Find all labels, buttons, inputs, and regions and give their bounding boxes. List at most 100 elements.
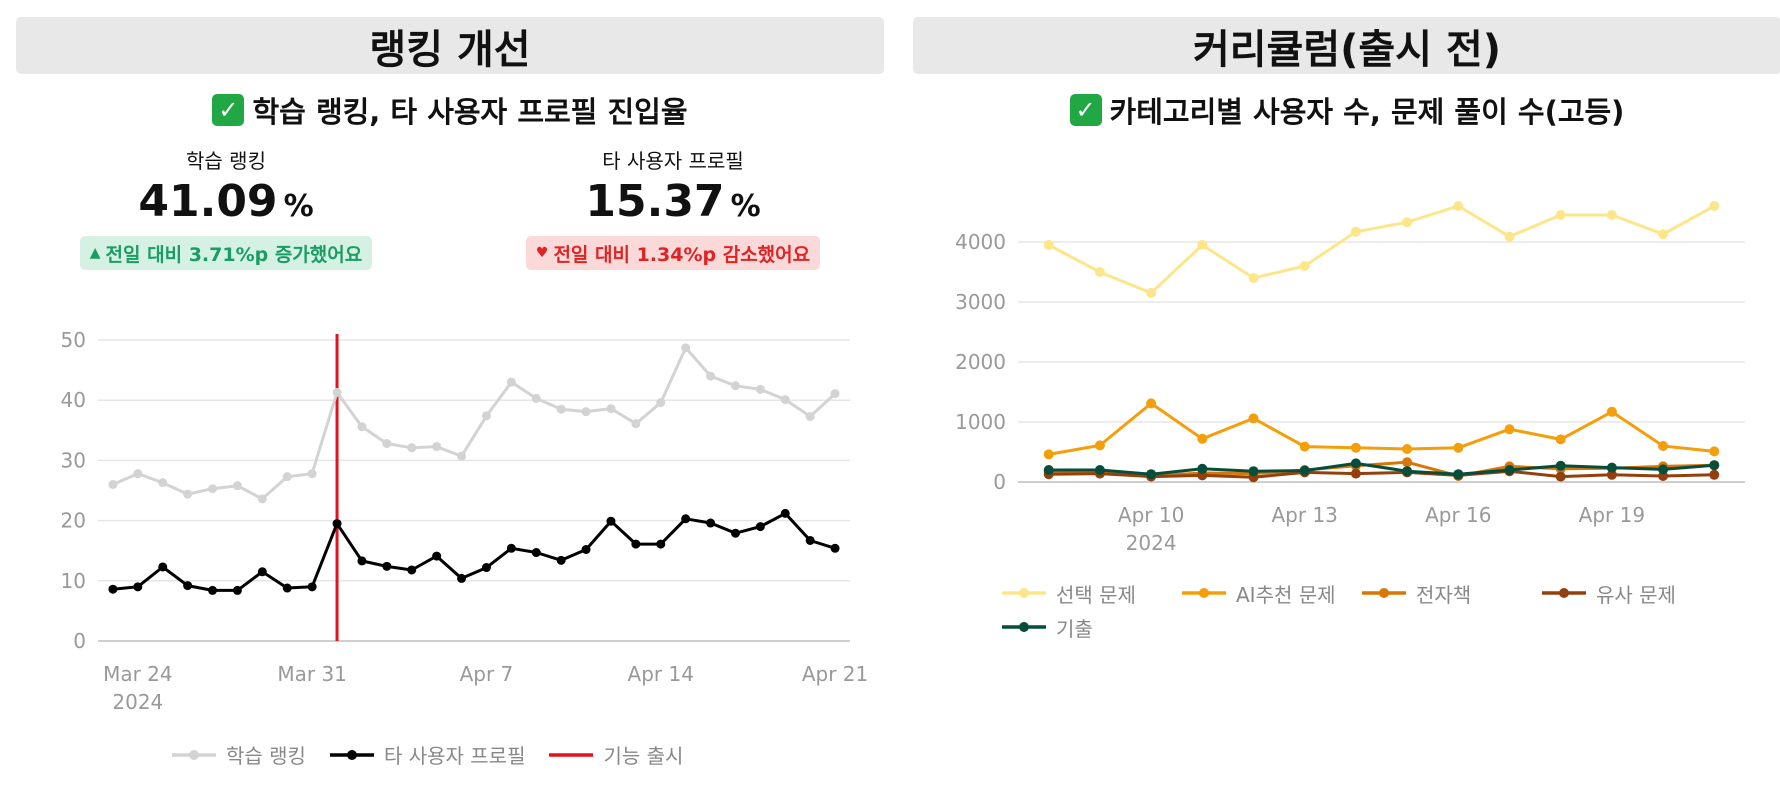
legend-item[interactable]: 기능 출시 xyxy=(547,740,683,769)
data-point xyxy=(1709,460,1720,471)
data-point xyxy=(1709,201,1720,211)
data-point xyxy=(158,478,168,488)
metric-unit: % xyxy=(283,189,314,224)
data-point xyxy=(108,479,118,489)
data-point xyxy=(506,377,516,387)
data-point xyxy=(656,398,666,408)
data-point xyxy=(357,422,367,432)
data-point xyxy=(232,481,242,491)
data-point xyxy=(706,371,716,381)
data-point xyxy=(357,556,367,566)
y-tick-label: 2000 xyxy=(955,350,1006,374)
legend-item[interactable]: 유사 문제 xyxy=(1540,576,1720,610)
legend-label: 유사 문제 xyxy=(1596,582,1676,607)
series-line xyxy=(112,511,836,592)
left-panel-header: 랭킹 개선 xyxy=(16,17,884,74)
data-point xyxy=(1248,413,1259,424)
data-point xyxy=(581,407,591,417)
data-point xyxy=(1197,433,1208,444)
legend-swatch xyxy=(172,749,216,760)
data-point xyxy=(1555,434,1566,445)
data-point xyxy=(1453,201,1464,211)
data-point xyxy=(208,484,218,494)
change-badge-down: ♥ 전일 대비 1.34%p 감소했어요 xyxy=(525,236,821,270)
y-tick-label: 40 xyxy=(61,388,86,412)
data-point xyxy=(830,389,840,399)
data-point xyxy=(183,489,193,499)
data-point xyxy=(1350,458,1361,469)
data-point xyxy=(1709,469,1720,480)
y-tick-label: 10 xyxy=(61,569,86,593)
y-tick-label: 1000 xyxy=(955,410,1006,434)
data-point xyxy=(1504,424,1515,435)
data-point xyxy=(1606,210,1617,220)
data-point xyxy=(133,582,143,592)
data-point xyxy=(1350,468,1361,479)
data-point xyxy=(506,543,516,553)
data-point xyxy=(1453,442,1464,453)
cloud-up-icon: ▲ xyxy=(89,245,101,261)
data-point xyxy=(531,393,541,403)
legend-label: 전자책 xyxy=(1416,582,1472,607)
data-point xyxy=(1094,267,1105,277)
check-icon: ✓ xyxy=(212,94,245,126)
x-tick-label: Apr 19 xyxy=(1579,503,1645,527)
data-point xyxy=(706,518,716,528)
data-point xyxy=(805,411,815,421)
data-point xyxy=(232,585,242,595)
data-point xyxy=(780,395,790,405)
data-point xyxy=(382,561,392,571)
metric-value-row: 15.37% xyxy=(503,174,843,230)
data-point xyxy=(1658,441,1669,451)
data-point xyxy=(755,384,765,394)
x-tick-label: Apr 14 xyxy=(628,662,694,686)
x-tick-label: Mar 31 xyxy=(277,662,347,686)
data-point xyxy=(382,439,392,449)
legend-item[interactable]: 기출 xyxy=(1000,610,1180,644)
data-point xyxy=(481,563,491,573)
change-text: 전일 대비 3.71%p 증가했어요 xyxy=(105,243,363,266)
data-point xyxy=(332,519,342,529)
data-point xyxy=(1402,466,1413,477)
data-point xyxy=(1658,229,1669,240)
left-subtitle-text: 학습 랭킹, 타 사용자 프로필 진입율 xyxy=(252,95,688,129)
legend-item[interactable]: AI추천 문제 xyxy=(1180,576,1360,610)
data-point xyxy=(730,381,740,391)
legend-item[interactable]: 선택 문제 xyxy=(1000,576,1180,610)
data-point xyxy=(432,551,442,561)
legend-item[interactable]: 학습 랭킹 xyxy=(170,740,306,769)
series-line xyxy=(112,346,837,501)
data-point xyxy=(805,535,815,545)
legend-label: 기능 출시 xyxy=(603,744,684,768)
legend-label: 학습 랭킹 xyxy=(226,744,306,768)
x-tick-label: Apr 16 xyxy=(1425,503,1491,527)
data-point xyxy=(332,387,342,397)
data-point xyxy=(755,522,765,532)
data-point xyxy=(1555,460,1566,471)
legend-item[interactable]: 타 사용자 프로필 xyxy=(328,740,525,769)
metric-learning-rank: 학습 랭킹 41.09% ▲ 전일 대비 3.71%p 증가했어요 xyxy=(56,148,396,270)
data-point xyxy=(1504,231,1515,242)
data-point xyxy=(1299,465,1310,476)
legend-swatch xyxy=(1542,588,1586,598)
data-point xyxy=(208,585,218,595)
data-point xyxy=(1197,463,1208,474)
data-point xyxy=(1402,444,1413,454)
data-point xyxy=(1146,398,1157,409)
legend-label: AI추천 문제 xyxy=(1236,582,1336,607)
legend-item[interactable]: 전자책 xyxy=(1360,576,1540,610)
data-point xyxy=(1094,440,1105,451)
x-tick-label: Apr 7 xyxy=(460,662,514,686)
data-point xyxy=(1146,469,1157,480)
data-point xyxy=(1606,469,1617,480)
change-badge-up: ▲ 전일 대비 3.71%p 증가했어요 xyxy=(79,236,373,270)
heart-down-icon: ♥ xyxy=(535,245,549,261)
data-point xyxy=(681,343,691,353)
data-point xyxy=(407,443,417,453)
data-point xyxy=(282,583,292,593)
y-tick-label: 0 xyxy=(73,629,86,653)
legend-swatch xyxy=(1182,588,1226,598)
data-point xyxy=(1453,469,1464,480)
data-point xyxy=(1555,210,1566,220)
metric-value: 15.37 xyxy=(585,176,725,227)
